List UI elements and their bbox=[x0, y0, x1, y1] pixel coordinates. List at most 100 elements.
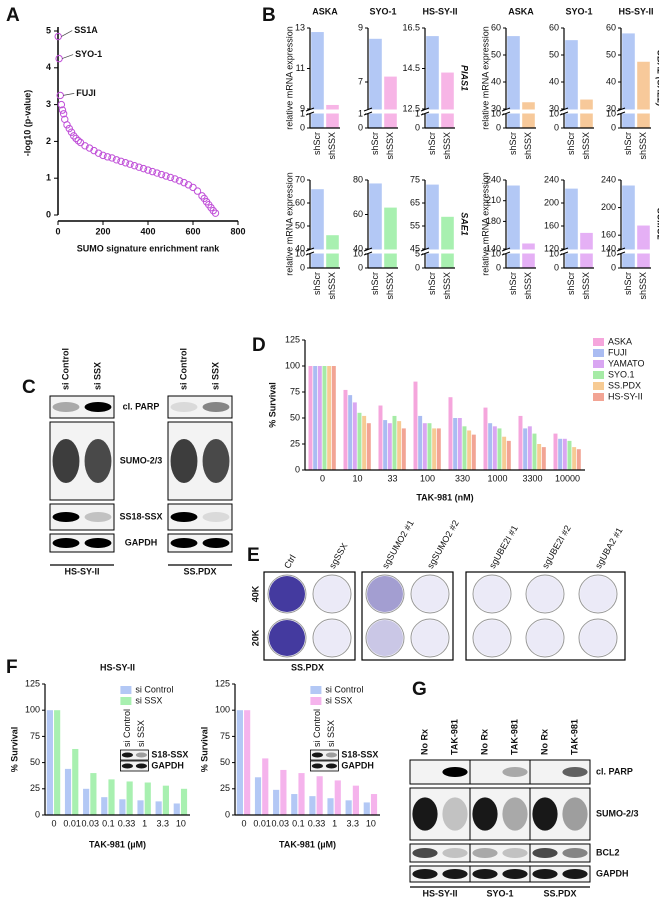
plate-well bbox=[472, 574, 512, 614]
plate-well bbox=[410, 618, 450, 658]
blot-band bbox=[170, 439, 198, 483]
axis-break-mark bbox=[420, 247, 430, 252]
y-tick-label: 125 bbox=[285, 334, 300, 344]
axis-break-mark bbox=[616, 111, 626, 116]
bar bbox=[298, 773, 305, 815]
x-tick-label: shScr bbox=[370, 132, 380, 155]
y-tick-label: 125 bbox=[215, 678, 230, 688]
bar bbox=[448, 397, 453, 470]
y-tick-label: 5 bbox=[46, 25, 51, 35]
y-tick-label: 75 bbox=[220, 731, 230, 741]
y-tick-label: 75 bbox=[290, 386, 300, 396]
y-tick-label: 0 bbox=[225, 809, 230, 819]
plate-column-label: sgUBE2I #1 bbox=[487, 524, 520, 571]
inset-band bbox=[325, 763, 337, 769]
plate-colonies bbox=[269, 576, 305, 612]
y-tick-label: 200 bbox=[544, 197, 559, 207]
y-tick-label: 0 bbox=[415, 122, 420, 132]
legend-label: SYO.1 bbox=[608, 369, 635, 379]
chart-title: HS-SY-II bbox=[100, 662, 135, 672]
legend-label: FUJI bbox=[608, 347, 627, 357]
legend-swatch bbox=[120, 697, 132, 705]
inset-row-label: S18-SSX bbox=[151, 749, 188, 759]
blot-band bbox=[562, 869, 588, 879]
x-tick-label: shScr bbox=[508, 132, 518, 155]
x-tick-label: 3.3 bbox=[347, 818, 360, 828]
row-label: SS18-SSX bbox=[119, 511, 162, 521]
x-tick-label: 1 bbox=[332, 818, 337, 828]
inset-column-label: si Control bbox=[122, 709, 132, 747]
bar bbox=[273, 789, 280, 815]
bar bbox=[426, 184, 439, 268]
bar bbox=[383, 420, 388, 470]
blot-band bbox=[84, 538, 112, 548]
y-tick-label: 60 bbox=[606, 22, 616, 32]
point bbox=[166, 173, 175, 182]
legend-swatch bbox=[593, 349, 604, 357]
legend-swatch bbox=[120, 686, 132, 694]
annotation-leader bbox=[61, 30, 73, 37]
y-axis-label: relative mRNA expression bbox=[480, 172, 490, 276]
blot-band bbox=[442, 767, 468, 777]
point bbox=[55, 54, 63, 63]
point bbox=[211, 209, 220, 217]
y-tick-label: 10 bbox=[606, 248, 616, 258]
y-tick-label: 125 bbox=[25, 678, 40, 688]
y-axis-label: % Survival bbox=[199, 727, 209, 773]
bar bbox=[637, 225, 650, 268]
bar bbox=[101, 797, 108, 815]
column-label: si SSX bbox=[210, 362, 220, 390]
bar bbox=[441, 72, 454, 128]
blot-band bbox=[202, 402, 230, 412]
y-tick-label: 2 bbox=[46, 136, 51, 146]
blot-strip bbox=[49, 395, 115, 419]
bar bbox=[369, 183, 382, 268]
chart-title: SYO-1 bbox=[369, 6, 396, 16]
y-tick-label: 30 bbox=[491, 103, 501, 113]
x-tick-label: 0 bbox=[55, 226, 60, 236]
point bbox=[139, 164, 148, 173]
x-tick-label: shScr bbox=[370, 272, 380, 295]
blot-band bbox=[202, 538, 230, 548]
annotation: SS1A bbox=[74, 25, 98, 35]
bar bbox=[343, 389, 348, 470]
legend-swatch bbox=[593, 338, 604, 346]
y-tick-label: 60 bbox=[549, 22, 559, 32]
inset-band bbox=[311, 752, 323, 758]
y-axis-label: -log10 (p-value) bbox=[22, 90, 32, 157]
axis-break-mark bbox=[305, 107, 315, 112]
bar bbox=[558, 438, 563, 470]
inset-row-label: S18-SSX bbox=[341, 749, 378, 759]
legend-swatch bbox=[593, 382, 604, 390]
column-label: No Rx bbox=[539, 729, 549, 755]
point bbox=[162, 172, 170, 180]
x-tick-label: shSSX bbox=[327, 132, 337, 160]
bar bbox=[426, 36, 439, 128]
plate-colonies bbox=[412, 620, 448, 656]
axis-break-mark bbox=[363, 251, 373, 256]
x-tick-label: shScr bbox=[623, 272, 633, 295]
chart-title: SS.PDX bbox=[291, 662, 324, 672]
plate-well bbox=[578, 618, 618, 658]
point bbox=[63, 121, 71, 129]
y-tick-label: 50 bbox=[549, 49, 559, 59]
point bbox=[74, 136, 82, 145]
axis-break bbox=[502, 249, 538, 254]
blot-band bbox=[412, 797, 438, 831]
panel-label: B bbox=[262, 5, 276, 26]
axis-break-mark bbox=[305, 251, 315, 256]
gene-label: PIAS1 bbox=[460, 65, 470, 91]
axis-break bbox=[617, 249, 653, 254]
bar bbox=[64, 768, 72, 815]
x-axis-label: SUMO signature enrichment rank bbox=[77, 243, 221, 253]
y-tick-label: 1 bbox=[415, 108, 420, 118]
x-tick-label: shSSX bbox=[523, 132, 533, 160]
bar bbox=[532, 433, 537, 470]
x-tick-label: 0.01 bbox=[253, 818, 271, 828]
blot-band bbox=[502, 797, 528, 831]
group-label: SS.PDX bbox=[543, 888, 576, 898]
point bbox=[59, 110, 68, 118]
bar bbox=[119, 799, 126, 815]
plate-well bbox=[578, 574, 618, 614]
